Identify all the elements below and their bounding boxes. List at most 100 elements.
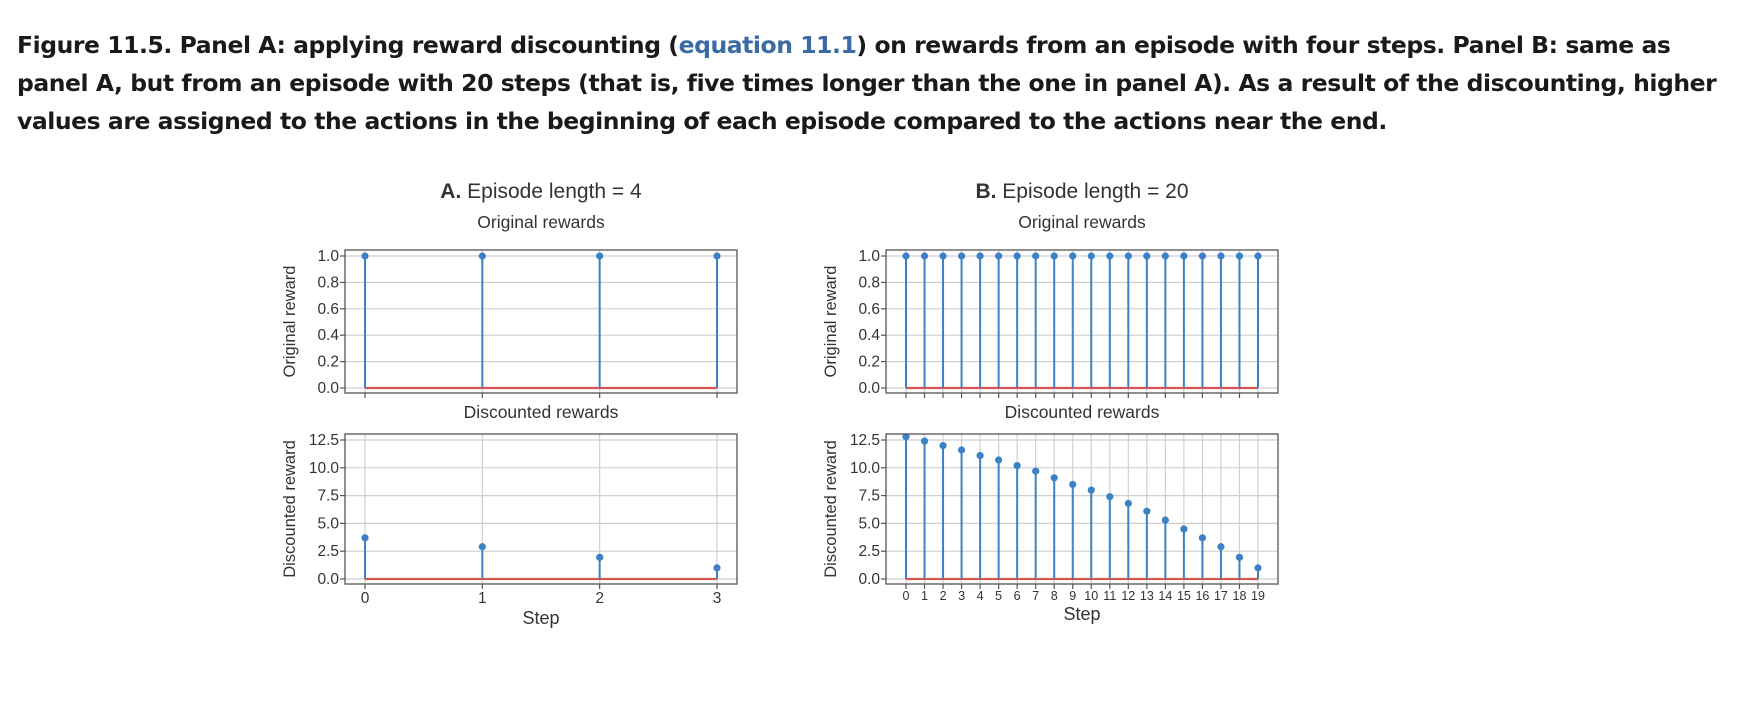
y-axis-label: Original reward xyxy=(281,266,299,378)
stem-marker xyxy=(596,553,604,561)
panel-title-text: Episode length = 20 xyxy=(1002,180,1188,203)
xtick-label: 17 xyxy=(1214,589,1228,603)
panel-title: B. Episode length = 20 xyxy=(975,180,1188,203)
stem-marker xyxy=(995,252,1003,260)
stem-marker xyxy=(1124,252,1132,260)
stem-marker xyxy=(1161,516,1169,524)
ytick-label: 5.0 xyxy=(858,515,880,532)
stem-marker xyxy=(1180,525,1188,533)
stem-marker xyxy=(713,564,721,572)
stem-marker xyxy=(1217,543,1225,551)
stem-marker xyxy=(1032,252,1040,260)
stem-marker xyxy=(713,252,721,260)
ytick-label: 10.0 xyxy=(850,460,881,477)
stem-marker xyxy=(1050,252,1058,260)
xtick-label: 9 xyxy=(1069,589,1076,603)
xtick-label: 12 xyxy=(1121,589,1135,603)
ytick-label: 0.0 xyxy=(858,571,880,588)
subplot-original: Original rewards 0.0 0.2 0.4 0.6 0.8 1.0 Origin… xyxy=(822,212,1279,398)
xtick-label: 3 xyxy=(713,590,722,607)
stem-marker xyxy=(361,534,369,542)
stem-marker xyxy=(1180,252,1188,260)
stem-marker xyxy=(1013,252,1021,260)
ytick-label: 0.8 xyxy=(858,274,880,291)
subplot-title: Discounted rewards xyxy=(464,402,619,422)
subplot-discounted: Discounted rewards 0.0 2.5 5.0 7.5 10.0 12.5 Di… xyxy=(822,402,1279,589)
caption-text-after-link: ) on rewards from an episode with four s… xyxy=(17,31,1717,135)
ytick-label: 0.0 xyxy=(858,380,880,397)
plot-frame xyxy=(885,433,1279,585)
xtick-label: 15 xyxy=(1177,589,1191,603)
stem-marker xyxy=(976,451,984,460)
equation-link[interactable]: equation 11.1 xyxy=(678,31,857,59)
xtick-label: 19 xyxy=(1251,589,1265,603)
stem-marker xyxy=(1032,467,1040,475)
subplot-title: Original rewards xyxy=(477,212,605,232)
stem-marker xyxy=(1143,507,1151,515)
ytick-label: 12.5 xyxy=(850,432,880,449)
stem-marker xyxy=(976,252,984,260)
subplot-discounted: Discounted rewards 0.0 2.5 5.0 7.5 10.0 12.5 Di… xyxy=(281,402,738,589)
stem-marker xyxy=(478,543,486,551)
xtick-label: 0 xyxy=(903,589,910,603)
plot-frame xyxy=(344,433,738,585)
stem-marker xyxy=(957,446,966,454)
ytick-label: 5.0 xyxy=(317,515,339,532)
xtick-label: 2 xyxy=(595,590,604,607)
stem-marker xyxy=(361,252,369,260)
figure-caption: Figure 11.5. Panel A: applying reward di… xyxy=(17,26,1745,140)
stem-marker xyxy=(1254,252,1262,260)
x-axis-label: Step xyxy=(1063,604,1100,624)
stem-marker xyxy=(1069,252,1077,260)
ytick-label: 0.6 xyxy=(317,301,339,318)
stem-marker xyxy=(1106,493,1114,501)
ytick-label: 2.5 xyxy=(317,543,339,560)
stem-marker xyxy=(478,252,486,260)
caption-text-before-link: Panel A: applying reward discounting ( xyxy=(171,31,679,59)
plot-area xyxy=(886,250,1278,393)
xtick-label: 1 xyxy=(921,589,928,603)
ytick-label: 1.0 xyxy=(858,248,880,265)
panel-label: B. xyxy=(975,180,1002,203)
ytick-label: 0.0 xyxy=(317,380,339,397)
stem-marker xyxy=(596,252,604,260)
stem-marker xyxy=(995,456,1003,464)
xtick-label: 0 xyxy=(361,590,370,607)
y-axis-label: Discounted reward xyxy=(281,440,299,578)
ytick-label: 0.2 xyxy=(858,354,880,371)
xtick-label: 1 xyxy=(478,590,487,607)
ytick-label: 0.2 xyxy=(317,354,339,371)
stem-marker xyxy=(1050,474,1058,482)
ytick-label: 1.0 xyxy=(317,248,339,265)
stem-marker xyxy=(902,252,910,260)
panel-label: A. xyxy=(440,180,467,203)
ytick-label: 12.5 xyxy=(309,432,339,449)
panel-b: B. Episode length = 20 Original rewards 0.… xyxy=(822,180,1279,624)
stem-marker xyxy=(1235,553,1244,561)
stem-marker xyxy=(1013,461,1021,470)
xtick-label: 10 xyxy=(1084,589,1098,603)
xtick-label: 13 xyxy=(1140,589,1154,603)
ytick-label: 7.5 xyxy=(317,488,339,505)
stem-marker xyxy=(1087,252,1095,260)
panel-title: A. Episode length = 4 xyxy=(440,180,642,203)
ytick-label: 0.0 xyxy=(317,571,339,588)
stem-marker xyxy=(1161,252,1169,260)
ytick-label: 7.5 xyxy=(858,488,880,505)
ytick-label: 0.6 xyxy=(858,301,880,318)
stem-marker xyxy=(1198,252,1207,260)
subplot-original: Original rewards 0.0 0.2 0.4 0.6 0.8 1.0 Origin… xyxy=(281,212,738,398)
xtick-label: 4 xyxy=(977,589,984,603)
stem-marker xyxy=(920,437,929,445)
stem-marker xyxy=(1124,499,1132,507)
plot-area xyxy=(345,434,737,584)
xtick-label: 2 xyxy=(940,589,947,603)
y-axis-label: Discounted reward xyxy=(822,440,840,578)
xtick-label: 18 xyxy=(1233,589,1247,603)
stem-marker xyxy=(939,441,947,450)
panel-a: A. Episode length = 4 Original rewards 0.0… xyxy=(281,180,738,628)
xtick-label: 5 xyxy=(995,589,1002,603)
stem-marker xyxy=(1087,486,1095,494)
stem-marker xyxy=(957,252,966,260)
